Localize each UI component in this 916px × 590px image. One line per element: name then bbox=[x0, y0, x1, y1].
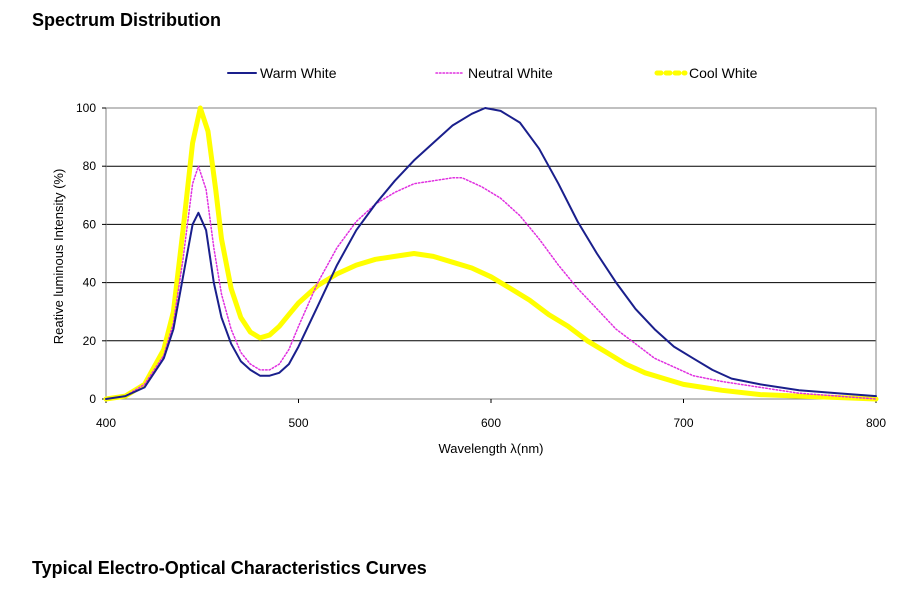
section-title-spectrum: Spectrum Distribution bbox=[32, 10, 222, 30]
legend-item: Warm White bbox=[227, 65, 337, 81]
plot-area-border bbox=[105, 107, 877, 400]
series-line-warm-white bbox=[105, 107, 877, 400]
legend-item: Cool White bbox=[654, 65, 758, 81]
x-tick-label: 400 bbox=[96, 416, 116, 430]
legend-label: Warm White bbox=[260, 65, 337, 81]
y-tick-label: 60 bbox=[83, 217, 97, 231]
x-tick-label: 600 bbox=[481, 416, 501, 430]
axis-ticks: 0 20 40 60 80 100 400 500 600 700 800 bbox=[76, 101, 886, 430]
y-tick-label: 20 bbox=[83, 334, 97, 348]
y-tick-label: 40 bbox=[83, 276, 97, 290]
legend: Warm White Neutral White Cool White bbox=[227, 65, 758, 81]
legend-item: Neutral White bbox=[435, 65, 553, 81]
legend-label: Neutral White bbox=[468, 65, 553, 81]
y-tick-label: 100 bbox=[76, 101, 96, 115]
x-axis-title: Wavelength λ(nm) bbox=[439, 441, 544, 456]
series-line-cool-white bbox=[103, 105, 879, 402]
spectrum-chart: 0 20 40 60 80 100 400 500 600 700 800 Warm White Ne… bbox=[51, 65, 886, 456]
y-tick-label: 0 bbox=[89, 392, 96, 406]
x-tick-label: 700 bbox=[673, 416, 693, 430]
series-lines bbox=[103, 105, 879, 402]
x-tick-label: 800 bbox=[866, 416, 886, 430]
x-tick-label: 500 bbox=[288, 416, 308, 430]
legend-label: Cool White bbox=[689, 65, 758, 81]
grid-lines bbox=[106, 165, 876, 342]
y-tick-label: 80 bbox=[83, 159, 97, 173]
y-axis-title: Reative luminous Intensity (%) bbox=[51, 169, 66, 345]
section-title-electro-optical: Typical Electro-Optical Characteristics … bbox=[32, 558, 427, 578]
